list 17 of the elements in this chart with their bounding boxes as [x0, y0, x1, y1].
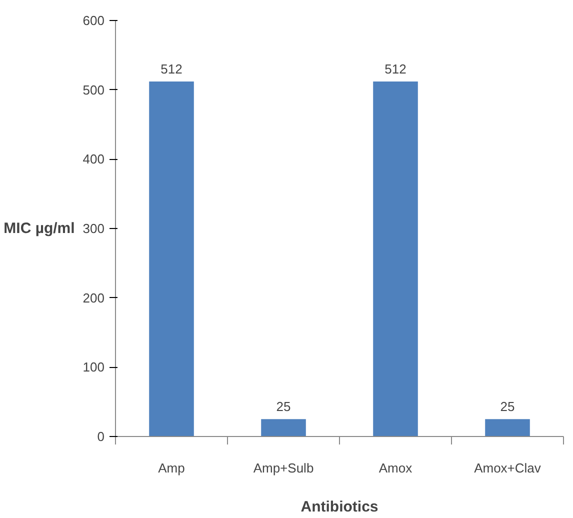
- x-tick-label: Amox: [378, 460, 413, 476]
- data-label: 512: [384, 62, 406, 77]
- y-tick-label: 500: [82, 82, 105, 98]
- y-tick-label: 300: [82, 221, 105, 236]
- x-tick-label: Amp: [158, 460, 185, 476]
- x-axis-title: Antibiotics: [300, 498, 378, 516]
- y-tick-label: 100: [82, 360, 105, 375]
- y-tick-label: 400: [82, 152, 105, 167]
- y-tick-label: 600: [82, 13, 105, 28]
- x-tick-label: Amox+Clav: [474, 460, 542, 476]
- y-tick-label: 200: [82, 290, 105, 306]
- data-label: 25: [500, 399, 515, 414]
- y-axis-title: MIC µg/ml: [4, 220, 75, 237]
- data-label: 512: [160, 62, 182, 77]
- y-tick-label: 0: [97, 429, 105, 444]
- data-label: 25: [276, 399, 291, 414]
- x-tick-label: Amp+Sulb: [253, 460, 314, 476]
